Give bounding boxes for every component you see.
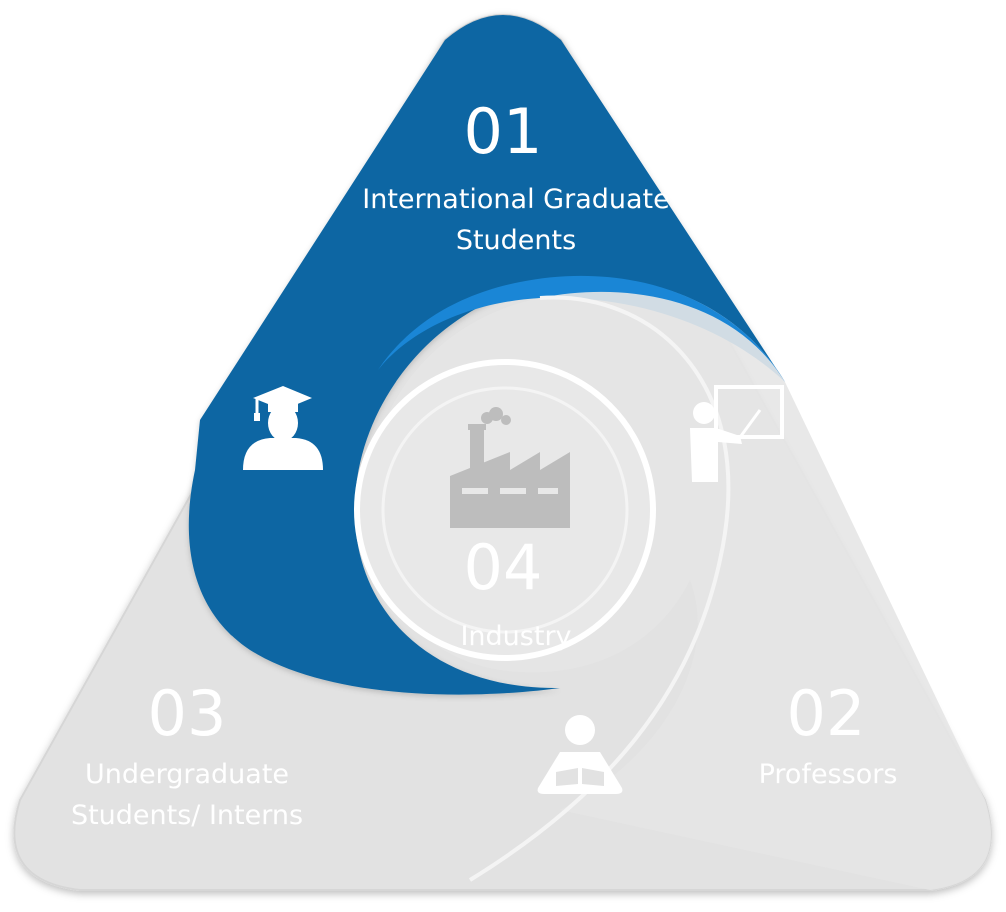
segment-04-label-line1: Industry xyxy=(460,621,571,652)
segment-01-number: 01 xyxy=(464,95,543,168)
segment-03-label-line2: Students/ Interns xyxy=(71,800,303,831)
teacher-board-icon xyxy=(690,385,784,482)
segment-04-number: 04 xyxy=(464,531,543,604)
inner-circle-ring xyxy=(381,386,629,634)
reader-book-icon xyxy=(537,715,623,794)
segment-03-number: 03 xyxy=(148,677,227,750)
graduate-cap-icon xyxy=(243,386,323,470)
segment-01-blue-shape xyxy=(188,15,785,695)
swirl-outline xyxy=(468,295,731,882)
segment-03-label-line1: Undergraduate xyxy=(85,759,289,790)
segment-01-rim xyxy=(378,275,785,382)
segment-01-label-line1: International Graduate xyxy=(362,184,669,215)
segment-02-number: 02 xyxy=(787,677,866,750)
factory-icon xyxy=(450,407,570,528)
segment-01-label-line2: Students xyxy=(456,225,576,256)
segment-02-label-line1: Professors xyxy=(759,759,898,790)
